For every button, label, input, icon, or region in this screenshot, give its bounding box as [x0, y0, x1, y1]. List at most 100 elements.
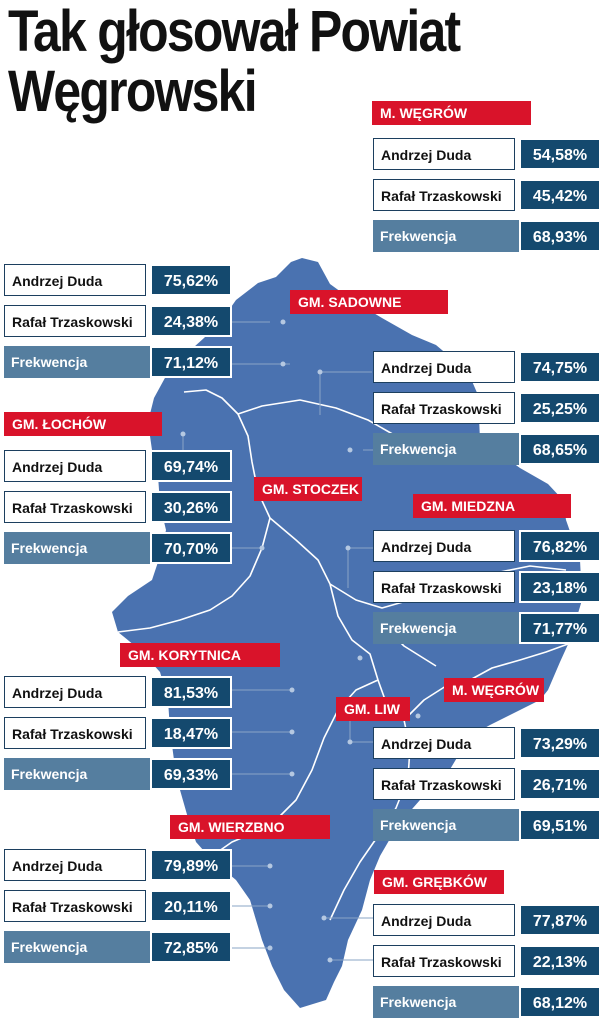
turnout-value: 68,12% [519, 986, 601, 1018]
candidate-name: Andrzej Duda [4, 264, 146, 296]
candidate-name: Andrzej Duda [4, 676, 146, 708]
results-lochow: Andrzej Duda 69,74% Rafał Trzaskowski 30,2… [4, 450, 232, 573]
region-label-miedzna: GM. MIEDZNA [413, 494, 571, 518]
region-label-wierzbno: GM. WIERZBNO [170, 815, 330, 839]
turnout-label: Frekwencja [4, 758, 146, 790]
candidate-value: 26,71% [519, 768, 601, 800]
turnout-label: Frekwencja [373, 433, 515, 465]
region-label-stoczek: GM. STOCZEK [254, 477, 362, 501]
results-korytnica: Andrzej Duda 81,53% Rafał Trzaskowski 18,4… [4, 676, 232, 799]
row-turnout: Frekwencja 72,85% [4, 931, 232, 963]
turnout-label: Frekwencja [373, 809, 515, 841]
candidate-name: Andrzej Duda [373, 351, 515, 383]
row-turnout: Frekwencja 71,12% [4, 346, 232, 378]
candidate-value: 18,47% [150, 717, 232, 749]
row-trzaskowski: Rafał Trzaskowski 30,26% [4, 491, 232, 523]
region-label-grebkow: GM. GRĘBKÓW [374, 870, 504, 894]
candidate-value: 73,29% [519, 727, 601, 759]
row-turnout: Frekwencja 70,70% [4, 532, 232, 564]
row-duda: Andrzej Duda 75,62% [4, 264, 232, 296]
candidate-name: Rafał Trzaskowski [4, 717, 146, 749]
region-label-m-wegrow: M. WĘGRÓW [444, 678, 544, 702]
candidate-name: Rafał Trzaskowski [4, 890, 146, 922]
candidate-value: 23,18% [519, 571, 601, 603]
results-liw: Andrzej Duda 73,29% Rafał Trzaskowski 26,7… [373, 727, 601, 850]
row-trzaskowski: Rafał Trzaskowski 24,38% [4, 305, 232, 337]
turnout-value: 71,12% [150, 346, 232, 378]
title-line-2: Węgrowski [8, 59, 258, 124]
turnout-label: Frekwencja [4, 532, 146, 564]
row-trzaskowski: Rafał Trzaskowski 45,42% [373, 179, 601, 211]
row-duda: Andrzej Duda 73,29% [373, 727, 601, 759]
results-stoczek: Andrzej Duda 74,75% Rafał Trzaskowski 25,2… [373, 351, 601, 474]
row-turnout: Frekwencja 69,51% [373, 809, 601, 841]
turnout-label: Frekwencja [4, 346, 146, 378]
results-m-wegrow: Andrzej Duda 54,58% Rafał Trzaskowski 45,4… [373, 138, 601, 261]
candidate-name: Andrzej Duda [373, 138, 515, 170]
turnout-value: 68,65% [519, 433, 601, 465]
region-label-m-wegrow-top: M. WĘGRÓW [372, 101, 531, 125]
row-trzaskowski: Rafał Trzaskowski 20,11% [4, 890, 232, 922]
turnout-value: 68,93% [519, 220, 601, 252]
row-turnout: Frekwencja 71,77% [373, 612, 601, 644]
title-line-1: Tak głosował Powiat [8, 0, 461, 64]
row-trzaskowski: Rafał Trzaskowski 23,18% [373, 571, 601, 603]
row-turnout: Frekwencja 68,12% [373, 986, 601, 1018]
candidate-name: Andrzej Duda [373, 904, 515, 936]
turnout-value: 71,77% [519, 612, 601, 644]
candidate-value: 24,38% [150, 305, 232, 337]
candidate-name: Rafał Trzaskowski [4, 305, 146, 337]
region-dots [180, 319, 421, 963]
candidate-name: Andrzej Duda [4, 450, 146, 482]
row-duda: Andrzej Duda 77,87% [373, 904, 601, 936]
candidate-value: 54,58% [519, 138, 601, 170]
turnout-value: 69,33% [150, 758, 232, 790]
candidate-value: 75,62% [150, 264, 232, 296]
region-label-korytnica: GM. KORYTNICA [120, 643, 280, 667]
row-duda: Andrzej Duda 81,53% [4, 676, 232, 708]
row-duda: Andrzej Duda 79,89% [4, 849, 232, 881]
row-trzaskowski: Rafał Trzaskowski 22,13% [373, 945, 601, 977]
row-turnout: Frekwencja 68,93% [373, 220, 601, 252]
candidate-name: Andrzej Duda [4, 849, 146, 881]
candidate-name: Rafał Trzaskowski [373, 392, 515, 424]
candidate-name: Andrzej Duda [373, 530, 515, 562]
candidate-name: Andrzej Duda [373, 727, 515, 759]
results-grebkow: Andrzej Duda 77,87% Rafał Trzaskowski 22,1… [373, 904, 601, 1027]
results-miedzna: Andrzej Duda 76,82% Rafał Trzaskowski 23,1… [373, 530, 601, 653]
turnout-label: Frekwencja [373, 986, 515, 1018]
candidate-name: Rafał Trzaskowski [373, 571, 515, 603]
turnout-value: 72,85% [150, 931, 232, 963]
candidate-name: Rafał Trzaskowski [373, 768, 515, 800]
row-trzaskowski: Rafał Trzaskowski 26,71% [373, 768, 601, 800]
row-duda: Andrzej Duda 69,74% [4, 450, 232, 482]
candidate-value: 30,26% [150, 491, 232, 523]
page-title: Tak głosował Powiat Węgrowski [8, 0, 461, 124]
candidate-value: 81,53% [150, 676, 232, 708]
region-label-liw: GM. LIW [336, 697, 410, 721]
candidate-value: 76,82% [519, 530, 601, 562]
candidate-value: 20,11% [150, 890, 232, 922]
turnout-label: Frekwencja [373, 612, 515, 644]
candidate-value: 45,42% [519, 179, 601, 211]
candidate-value: 25,25% [519, 392, 601, 424]
turnout-value: 70,70% [150, 532, 232, 564]
row-duda: Andrzej Duda 54,58% [373, 138, 601, 170]
turnout-label: Frekwencja [4, 931, 146, 963]
row-duda: Andrzej Duda 74,75% [373, 351, 601, 383]
row-trzaskowski: Rafał Trzaskowski 18,47% [4, 717, 232, 749]
candidate-value: 74,75% [519, 351, 601, 383]
row-trzaskowski: Rafał Trzaskowski 25,25% [373, 392, 601, 424]
candidate-name: Rafał Trzaskowski [373, 179, 515, 211]
candidate-value: 69,74% [150, 450, 232, 482]
results-wierzbno: Andrzej Duda 79,89% Rafał Trzaskowski 20,1… [4, 849, 232, 972]
candidate-name: Rafał Trzaskowski [4, 491, 146, 523]
candidate-value: 79,89% [150, 849, 232, 881]
turnout-value: 69,51% [519, 809, 601, 841]
region-label-lochow: GM. ŁOCHÓW [4, 412, 162, 436]
region-label-sadowne: GM. SADOWNE [290, 290, 448, 314]
row-turnout: Frekwencja 69,33% [4, 758, 232, 790]
turnout-label: Frekwencja [373, 220, 515, 252]
candidate-value: 22,13% [519, 945, 601, 977]
row-turnout: Frekwencja 68,65% [373, 433, 601, 465]
